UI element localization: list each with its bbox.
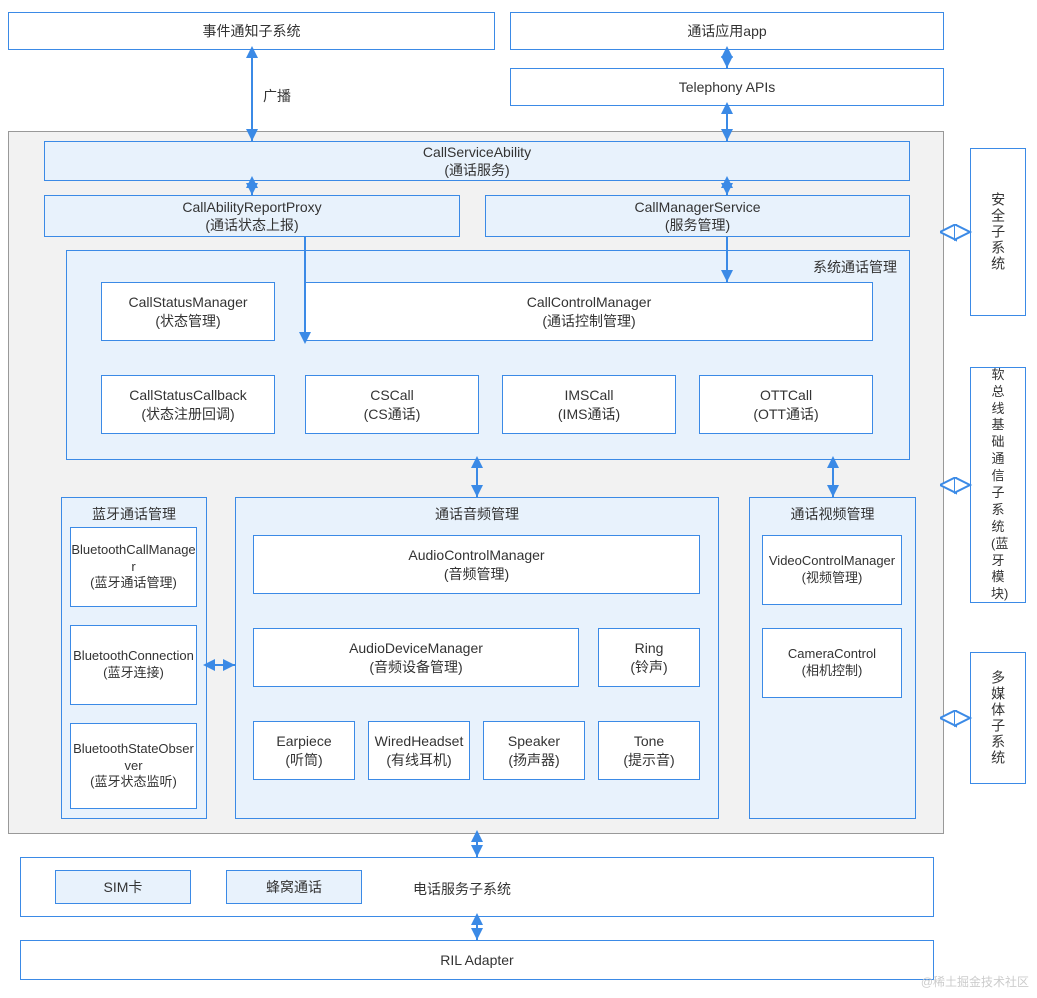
cam-t: CameraControl — [788, 646, 876, 663]
sim-label: SIM卡 — [104, 878, 143, 896]
ims-s: (IMS通话) — [558, 405, 620, 423]
watermark: @稀土掘金技术社区 — [921, 973, 1029, 990]
csc-box: CallStatusCallback (状态注册回调) — [101, 375, 275, 434]
ear-t: Earpiece — [276, 732, 331, 750]
cellular-box: 蜂窝通话 — [226, 870, 362, 904]
btcm-box: BluetoothCallManager (蓝牙通话管理) — [70, 527, 197, 607]
spk-box: Speaker (扬声器) — [483, 721, 585, 780]
acm-t: AudioControlManager — [408, 546, 544, 564]
mm-label: 多媒体子系统 — [989, 670, 1007, 766]
btconn-s: (蓝牙连接) — [103, 665, 164, 682]
event-sub-box: 事件通知子系统 — [8, 12, 495, 50]
cs-box: CSCall (CS通话) — [305, 375, 479, 434]
ring-s: (铃声) — [630, 658, 667, 676]
ring-t: Ring — [635, 639, 664, 657]
sys-panel-title: 系统通话管理 — [813, 257, 897, 277]
ril-label: RIL Adapter — [440, 951, 513, 969]
bus-label: 软总线基础通信子系统(蓝牙模块) — [991, 367, 1005, 603]
ear-s: (听筒) — [285, 751, 322, 769]
btso-s: (蓝牙状态监听) — [90, 774, 177, 791]
csa-t: CallServiceAbility — [423, 143, 531, 161]
cam-s: (相机控制) — [802, 663, 863, 680]
video-panel-title: 通话视频管理 — [750, 504, 915, 524]
call-app-box: 通话应用app — [510, 12, 944, 50]
btconn-box: BluetoothConnection (蓝牙连接) — [70, 625, 197, 705]
sim-box: SIM卡 — [55, 870, 191, 904]
csm-t: CallStatusManager — [128, 293, 247, 311]
event-sub-label: 事件通知子系统 — [203, 22, 301, 40]
sec-box: 安全子系统 — [970, 148, 1026, 316]
cms-s: (服务管理) — [665, 216, 730, 234]
ril-box: RIL Adapter — [20, 940, 934, 980]
audio-panel-title: 通话音频管理 — [236, 504, 718, 524]
bus-box: 软总线基础通信子系统(蓝牙模块) — [970, 367, 1026, 603]
csa-s: (通话服务) — [444, 161, 509, 179]
carp-s: (通话状态上报) — [205, 216, 298, 234]
csc-s: (状态注册回调) — [141, 405, 234, 423]
tel-sub-label: 电话服务子系统 — [413, 879, 511, 899]
carp-t: CallAbilityReportProxy — [182, 198, 321, 216]
vcm-s: (视频管理) — [802, 570, 863, 587]
csc-t: CallStatusCallback — [129, 386, 247, 404]
acm-s: (音频管理) — [444, 565, 509, 583]
tone-t: Tone — [634, 732, 664, 750]
wh-s: (有线耳机) — [386, 751, 451, 769]
bt-panel-title: 蓝牙通话管理 — [62, 504, 206, 524]
tel-api-label: Telephony APIs — [679, 78, 776, 96]
tone-s: (提示音) — [623, 751, 674, 769]
ims-t: IMSCall — [564, 386, 613, 404]
csa-box: CallServiceAbility (通话服务) — [44, 141, 910, 181]
sec-label: 安全子系统 — [989, 192, 1007, 272]
cs-t: CSCall — [370, 386, 414, 404]
ccm-s: (通话控制管理) — [542, 312, 635, 330]
carp-box: CallAbilityReportProxy (通话状态上报) — [44, 195, 460, 237]
ott-box: OTTCall (OTT通话) — [699, 375, 873, 434]
csm-s: (状态管理) — [155, 312, 220, 330]
call-app-label: 通话应用app — [687, 22, 766, 40]
ring-box: Ring (铃声) — [598, 628, 700, 687]
wh-box: WiredHeadset (有线耳机) — [368, 721, 470, 780]
btso-t: BluetoothStateObserver — [71, 741, 196, 775]
mm-box: 多媒体子系统 — [970, 652, 1026, 784]
cam-box: CameraControl (相机控制) — [762, 628, 902, 698]
spk-t: Speaker — [508, 732, 560, 750]
tel-api-box: Telephony APIs — [510, 68, 944, 106]
broadcast-label: 广播 — [263, 86, 291, 106]
ccm-t: CallControlManager — [527, 293, 652, 311]
adm-t: AudioDeviceManager — [349, 639, 483, 657]
adm-box: AudioDeviceManager (音频设备管理) — [253, 628, 579, 687]
btcm-t: BluetoothCallManager — [71, 542, 196, 576]
ear-box: Earpiece (听筒) — [253, 721, 355, 780]
ott-s: (OTT通话) — [753, 405, 818, 423]
btcm-s: (蓝牙通话管理) — [90, 575, 177, 592]
vcm-t: VideoControlManager — [769, 553, 895, 570]
ims-box: IMSCall (IMS通话) — [502, 375, 676, 434]
ott-t: OTTCall — [760, 386, 812, 404]
acm-box: AudioControlManager (音频管理) — [253, 535, 700, 594]
tone-box: Tone (提示音) — [598, 721, 700, 780]
btso-box: BluetoothStateObserver (蓝牙状态监听) — [70, 723, 197, 809]
wh-t: WiredHeadset — [375, 732, 464, 750]
cms-box: CallManagerService (服务管理) — [485, 195, 910, 237]
cellular-label: 蜂窝通话 — [266, 878, 322, 896]
csm-box: CallStatusManager (状态管理) — [101, 282, 275, 341]
btconn-t: BluetoothConnection — [73, 648, 194, 665]
spk-s: (扬声器) — [508, 751, 559, 769]
cs-s: (CS通话) — [364, 405, 421, 423]
cms-t: CallManagerService — [634, 198, 760, 216]
adm-s: (音频设备管理) — [369, 658, 462, 676]
ccm-box: CallControlManager (通话控制管理) — [305, 282, 873, 341]
vcm-box: VideoControlManager (视频管理) — [762, 535, 902, 605]
